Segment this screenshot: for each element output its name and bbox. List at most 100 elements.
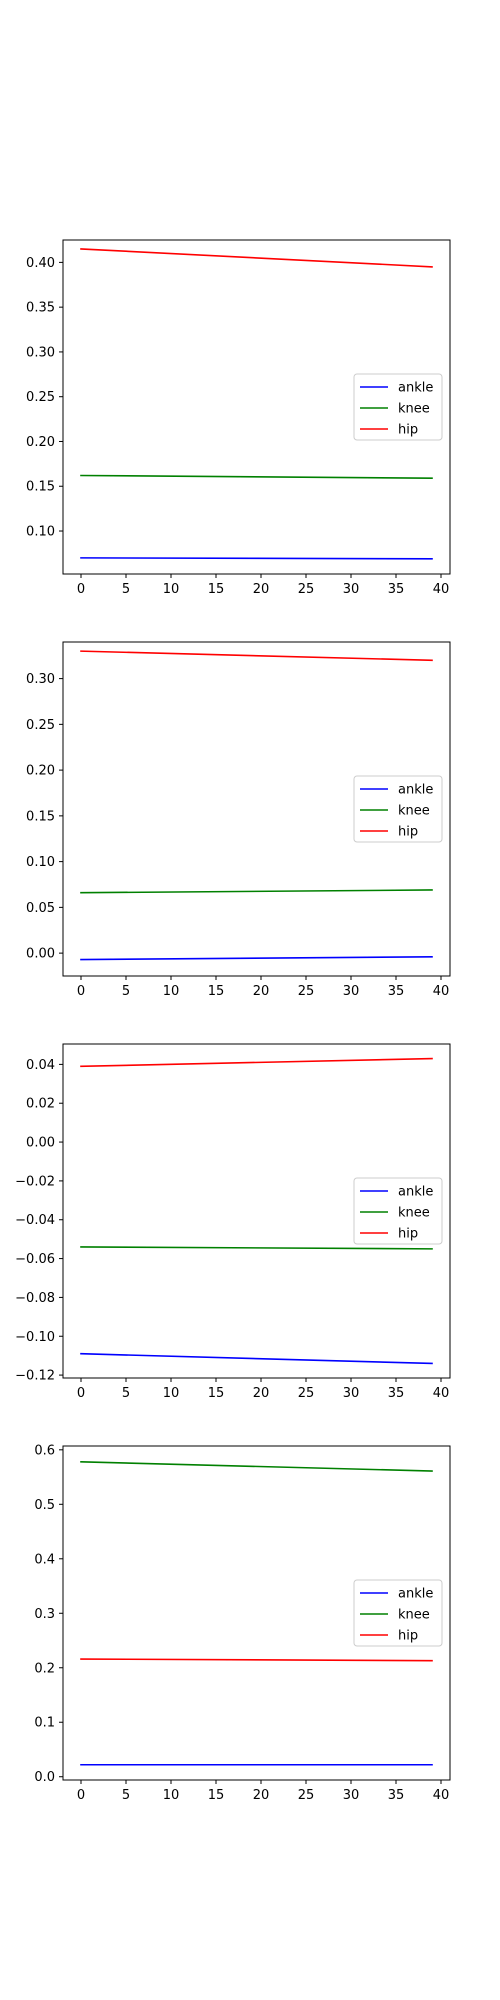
y-tick-label: 0.25: [26, 390, 55, 405]
legend-label-knee: knee: [398, 1608, 430, 1623]
subplot-2: 0 5 10 15 20 25 30 35 40 0.00 0.05 0.10 0.15 0.20 0.25…: [26, 641, 451, 999]
x-tick-label: 35: [388, 1386, 405, 1401]
y-tick-label: 0.25: [26, 718, 55, 733]
legend-label-knee: knee: [398, 1206, 430, 1221]
x-tick-label: 25: [298, 1386, 315, 1401]
x-tick-label: 0: [77, 1386, 85, 1401]
x-tick-label: 0: [77, 984, 85, 999]
y-tick-label: 0.6: [34, 1443, 55, 1458]
axes-frame: [62, 641, 451, 977]
y-tick-label: 0.00: [26, 1136, 55, 1151]
legend: ankle knee hip: [353, 775, 443, 843]
x-tick-label: 25: [298, 1788, 315, 1803]
x-tick-label: 30: [343, 1386, 360, 1401]
x-tick-label: 20: [253, 1788, 270, 1803]
x-tick-label: 35: [388, 984, 405, 999]
legend: ankle knee hip: [353, 1177, 443, 1245]
y-tick-label: 0.15: [26, 809, 55, 824]
legend-label-hip: hip: [398, 825, 418, 840]
y-tick-label: 0.02: [26, 1097, 55, 1112]
y-tick-label: 0.0: [34, 1770, 55, 1785]
x-tick-label: 40: [433, 984, 450, 999]
x-tick-label: 0: [77, 1788, 85, 1803]
x-tick-label: 10: [163, 1386, 180, 1401]
legend: ankle knee hip: [353, 373, 443, 441]
x-tick-label: 30: [343, 582, 360, 597]
axes-frame: [62, 239, 451, 575]
series-line-ankle: [80, 1352, 433, 1365]
y-tick-label: −0.04: [15, 1213, 55, 1228]
x-tick-label: 10: [163, 582, 180, 597]
legend: ankle knee hip: [353, 1579, 443, 1647]
legend-box: [353, 775, 443, 843]
legend-label-knee: knee: [398, 804, 430, 819]
legend-label-hip: hip: [398, 423, 418, 438]
x-tick-label: 5: [122, 984, 130, 999]
y-tick-label: 0.10: [26, 855, 55, 870]
legend-label-ankle: ankle: [398, 1587, 433, 1602]
x-tick-label: 0: [77, 582, 85, 597]
y-tick-label: 0.04: [26, 1058, 55, 1073]
x-tick-label: 40: [433, 1386, 450, 1401]
x-tick-label: 20: [253, 984, 270, 999]
x-tick-label: 35: [388, 1788, 405, 1803]
series-line-knee: [80, 1460, 433, 1472]
y-tick-label: 0.20: [26, 764, 55, 779]
y-tick-label: −0.10: [15, 1330, 55, 1345]
y-tick-label: −0.12: [15, 1369, 55, 1384]
legend-label-ankle: ankle: [398, 783, 433, 798]
x-tick-label: 25: [298, 582, 315, 597]
y-tick-label: 0.3: [34, 1607, 55, 1622]
series-line-ankle: [80, 557, 433, 560]
y-tick-label: 0.2: [34, 1661, 55, 1676]
subplot-1: 0 5 10 15 20 25 30 35 40 0.10 0.15 0.20 0.25 0.30 0.35…: [26, 239, 451, 597]
series-line-ankle: [80, 955, 433, 961]
y-tick-label: 0.30: [26, 345, 55, 360]
x-tick-label: 5: [122, 1788, 130, 1803]
x-tick-label: 15: [208, 1386, 225, 1401]
series-line-hip: [80, 248, 433, 268]
legend-box: [353, 373, 443, 441]
x-tick-label: 5: [122, 582, 130, 597]
series-line-knee: [80, 474, 433, 479]
x-tick-label: 30: [343, 984, 360, 999]
series-line-knee: [80, 1246, 433, 1250]
subplot-3: 0 5 10 15 20 25 30 35 40 0.04 0.02 0.00 −0.02 −0.04 −0…: [15, 1043, 451, 1401]
y-tick-label: 0.5: [34, 1498, 55, 1513]
series-line-knee: [80, 889, 433, 894]
legend-label-hip: hip: [398, 1629, 418, 1644]
x-tick-label: 15: [208, 582, 225, 597]
legend-label-ankle: ankle: [398, 1185, 433, 1200]
y-tick-label: 0.05: [26, 901, 55, 916]
x-tick-label: 35: [388, 582, 405, 597]
series-line-hip: [80, 650, 433, 662]
y-tick-label: −0.06: [15, 1252, 55, 1267]
y-tick-label: −0.08: [15, 1291, 55, 1306]
y-tick-label: 0.15: [26, 480, 55, 495]
legend-label-hip: hip: [398, 1227, 418, 1242]
series-line-hip: [80, 1057, 433, 1068]
x-tick-label: 5: [122, 1386, 130, 1401]
y-tick-label: −0.02: [15, 1174, 55, 1189]
x-tick-label: 25: [298, 984, 315, 999]
x-tick-label: 20: [253, 1386, 270, 1401]
y-tick-label: 0.30: [26, 672, 55, 687]
y-tick-label: 0.10: [26, 525, 55, 540]
legend-box: [353, 1579, 443, 1647]
y-tick-label: 0.35: [26, 301, 55, 316]
x-tick-label: 20: [253, 582, 270, 597]
series-line-hip: [80, 1658, 433, 1662]
x-tick-label: 40: [433, 1788, 450, 1803]
x-tick-label: 15: [208, 1788, 225, 1803]
x-tick-label: 10: [163, 984, 180, 999]
x-tick-label: 30: [343, 1788, 360, 1803]
legend-box: [353, 1177, 443, 1245]
y-tick-label: 0.20: [26, 435, 55, 450]
legend-label-knee: knee: [398, 402, 430, 417]
legend-label-ankle: ankle: [398, 381, 433, 396]
y-tick-label: 0.4: [34, 1552, 55, 1567]
y-tick-label: 0.40: [26, 256, 55, 271]
y-tick-label: 0.00: [26, 947, 55, 962]
